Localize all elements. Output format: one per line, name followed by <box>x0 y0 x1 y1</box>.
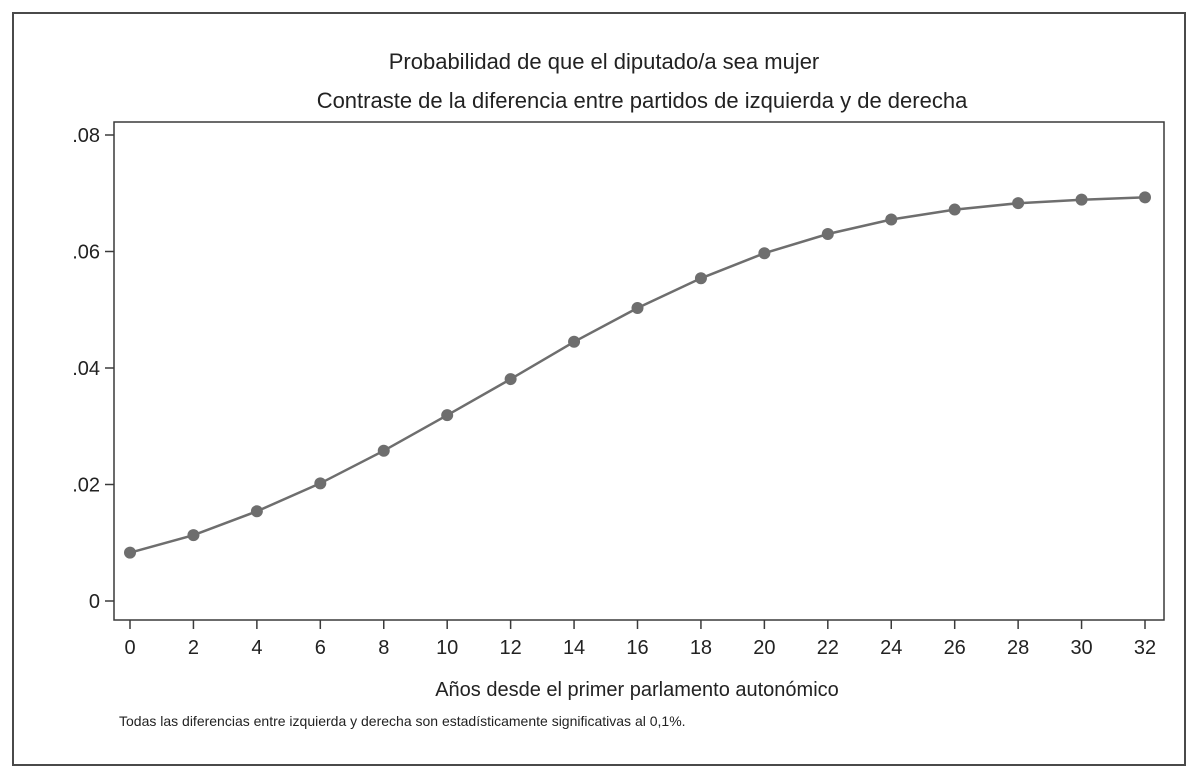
series-layer <box>124 191 1151 559</box>
data-point <box>1012 197 1025 210</box>
data-point <box>758 247 771 260</box>
x-tick-label: 28 <box>1007 637 1029 659</box>
x-axis-label: Años desde el primer parlamento autonómi… <box>435 679 839 701</box>
x-tick-label: 24 <box>880 637 902 659</box>
x-tick-label: 18 <box>690 637 712 659</box>
x-tick-label: 4 <box>251 637 262 659</box>
data-point <box>441 409 454 422</box>
y-axis: 0 .02 .04 .06 .08 <box>72 125 114 613</box>
y-tick-label: .04 <box>72 358 100 380</box>
x-tick-label: 30 <box>1070 637 1092 659</box>
data-point <box>377 444 390 457</box>
y-tick-label: .08 <box>72 125 100 147</box>
data-point <box>504 373 517 386</box>
x-tick-label: 32 <box>1134 637 1156 659</box>
data-point <box>568 335 581 348</box>
chart-subtitle: Contraste de la diferencia entre partido… <box>317 88 968 113</box>
x-tick-label: 16 <box>626 637 648 659</box>
plot-area <box>113 121 1165 621</box>
data-point <box>1075 193 1088 206</box>
x-tick-label: 12 <box>500 637 522 659</box>
chart-title: Probabilidad de que el diputado/a sea mu… <box>389 49 820 74</box>
figure-frame: Probabilidad de que el diputado/a sea mu… <box>12 12 1186 766</box>
y-tick-label: .06 <box>72 242 100 264</box>
chart-note: Todas las diferencias entre izquierda y … <box>119 713 686 729</box>
series-line <box>129 196 1146 554</box>
x-axis: 0 2 4 6 8 10 12 14 16 18 20 22 24 26 28 30 32 <box>124 620 1156 659</box>
data-point <box>694 272 707 285</box>
x-tick-label: 6 <box>315 637 326 659</box>
line-chart: Probabilidad de que el diputado/a sea mu… <box>72 49 1165 729</box>
x-tick-label: 0 <box>124 637 135 659</box>
data-point <box>631 302 644 315</box>
data-point <box>821 228 834 241</box>
data-point <box>885 213 898 226</box>
data-point <box>948 203 961 216</box>
x-tick-label: 8 <box>378 637 389 659</box>
data-point <box>124 546 136 559</box>
data-point <box>250 505 263 518</box>
x-tick-label: 22 <box>817 637 839 659</box>
x-tick-label: 2 <box>188 637 199 659</box>
data-point <box>1139 191 1151 204</box>
data-point <box>314 477 327 490</box>
y-tick-label: .02 <box>72 475 100 497</box>
data-point <box>187 529 200 542</box>
y-tick-label: 0 <box>89 591 100 613</box>
x-tick-label: 26 <box>944 637 966 659</box>
x-tick-label: 14 <box>563 637 585 659</box>
x-tick-label: 10 <box>436 637 458 659</box>
x-tick-label: 20 <box>753 637 775 659</box>
